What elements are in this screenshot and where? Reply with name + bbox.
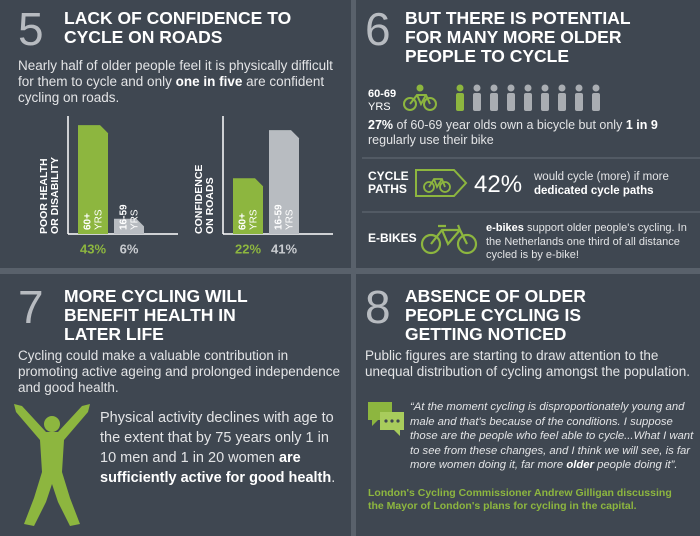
- text-run: one in five: [175, 74, 243, 89]
- title-line: ABSENCE OF OLDER: [405, 286, 586, 306]
- group-label: YRS: [285, 209, 296, 230]
- ebike-icon: [420, 224, 478, 255]
- title-line: BENEFIT HEALTH IN: [64, 305, 236, 325]
- label-line: E-BIKES: [368, 231, 417, 245]
- text-run: “At the moment cycling is disproportiona…: [410, 401, 694, 471]
- text-run: Cycling could make a valuable contributi…: [18, 348, 340, 395]
- speech-icon: [368, 402, 404, 436]
- text-run: Public figures are starting to draw atte…: [365, 348, 690, 379]
- title-line: LATER LIFE: [64, 324, 164, 344]
- text-run: dedicated cycle paths: [534, 184, 654, 197]
- section-number: 8: [365, 281, 391, 333]
- group-label: YRS: [94, 209, 105, 230]
- text-run: of 60-69 year olds own a bicycle but onl…: [393, 118, 626, 132]
- section-text: Cycling could make a valuable contributi…: [18, 348, 346, 396]
- group-label: 60+: [238, 213, 249, 230]
- text-run: 27%: [368, 118, 394, 132]
- section-title: BUT THERE IS POTENTIAL FOR MANY MORE OLD…: [405, 9, 631, 66]
- title-line: FOR MANY MORE OLDER: [405, 27, 622, 47]
- person-icon: [490, 84, 498, 111]
- text-run: .: [331, 470, 336, 486]
- label-line: PATHS: [368, 182, 407, 196]
- row-stat: 42%: [474, 171, 523, 198]
- title-line: CYCLE ON ROADS: [64, 27, 223, 47]
- label-line: CYCLE: [368, 169, 409, 183]
- chart-label: CONFIDENCE: [193, 165, 205, 234]
- group-label: YRS: [130, 209, 141, 230]
- people-icons: [456, 84, 600, 111]
- title-line: MORE CYCLING WILL: [64, 286, 248, 306]
- section-number: 5: [18, 3, 44, 55]
- title-line: GETTING NOTICED: [405, 324, 567, 344]
- person-icon: [558, 84, 566, 111]
- age-label: 60-69 YRS: [368, 88, 396, 114]
- text-run: regularly use their bike: [368, 133, 494, 147]
- section-title: LACK OF CONFIDENCE TO CYCLE ON ROADS: [64, 9, 291, 47]
- value-label: 22%: [235, 241, 261, 256]
- bar: [78, 125, 108, 234]
- group-label: YRS: [249, 209, 260, 230]
- section-title: MORE CYCLING WILL BENEFIT HEALTH IN LATE…: [64, 287, 248, 344]
- section-number: 7: [18, 281, 44, 333]
- jumping-figure: [14, 404, 90, 526]
- cycle-path-icon: [415, 169, 468, 197]
- bar: [114, 218, 144, 234]
- text-run: older: [566, 459, 594, 471]
- person-icon: [575, 84, 583, 111]
- horizontal-divider: [0, 268, 700, 274]
- chart-label: POOR HEALTH: [38, 158, 50, 234]
- text-run: e-bikes: [486, 222, 524, 234]
- section-text: Public figures are starting to draw atte…: [365, 348, 690, 380]
- quote-text: “At the moment cycling is disproportiona…: [410, 400, 695, 473]
- title-line: PEOPLE TO CYCLE: [405, 46, 570, 66]
- section-text: Nearly half of older people feel it is p…: [18, 58, 340, 106]
- text-run: are confident cycling on roads.: [18, 74, 325, 105]
- person-icon: [507, 84, 515, 111]
- text-run: are sufficiently active for good health: [100, 450, 332, 486]
- attribution: London's Cycling Commissioner Andrew Gil…: [368, 487, 672, 512]
- group-label: 16-59: [119, 204, 130, 230]
- section-text: 27% of 60-69 year olds own a bicycle but…: [368, 118, 688, 148]
- row-label: CYCLE PATHS: [368, 170, 409, 196]
- title-line: PEOPLE CYCLING IS: [405, 305, 581, 325]
- group-label: 60+: [83, 213, 94, 230]
- text-run: 1 in 9: [625, 118, 658, 132]
- person-icon: [524, 84, 532, 111]
- text-run: support older people's cycling. In the N…: [486, 222, 687, 261]
- section-number: 6: [365, 3, 391, 55]
- value-label: 43%: [80, 241, 106, 256]
- person-icon: [592, 84, 600, 111]
- group-label: 16-59: [274, 204, 285, 230]
- row-text: would cycle (more) if more dedicated cyc…: [534, 171, 694, 198]
- chart-label: ON ROADS: [204, 177, 216, 234]
- row-text: e-bikes support older people's cycling. …: [486, 222, 696, 263]
- value-label: 6%: [120, 241, 139, 256]
- text-run: Physical activity declines with age to t…: [100, 410, 334, 466]
- title-line: BUT THERE IS POTENTIAL: [405, 8, 631, 28]
- text-run: people doing it”.: [593, 459, 678, 471]
- person-icon: [473, 84, 481, 111]
- person-icon: [541, 84, 549, 111]
- value-label: 41%: [271, 241, 297, 256]
- text-run: would cycle (more) if more: [534, 171, 669, 183]
- bar: [233, 178, 263, 234]
- chart-label: OR DISABILITY: [49, 157, 61, 234]
- bar: [269, 130, 299, 234]
- bike-icon: [403, 84, 437, 111]
- row-label: E-BIKES: [368, 232, 417, 245]
- section-title: ABSENCE OF OLDER PEOPLE CYCLING IS GETTI…: [405, 287, 586, 344]
- text-run: Nearly half of older people feel it is p…: [18, 58, 333, 89]
- person-icon: [456, 84, 464, 111]
- icons: [403, 84, 600, 111]
- label-line: YRS: [368, 101, 391, 113]
- detail-text: Physical activity declines with age to t…: [100, 408, 340, 488]
- label-line: 60-69: [368, 88, 397, 100]
- title-line: LACK OF CONFIDENCE TO: [64, 8, 292, 28]
